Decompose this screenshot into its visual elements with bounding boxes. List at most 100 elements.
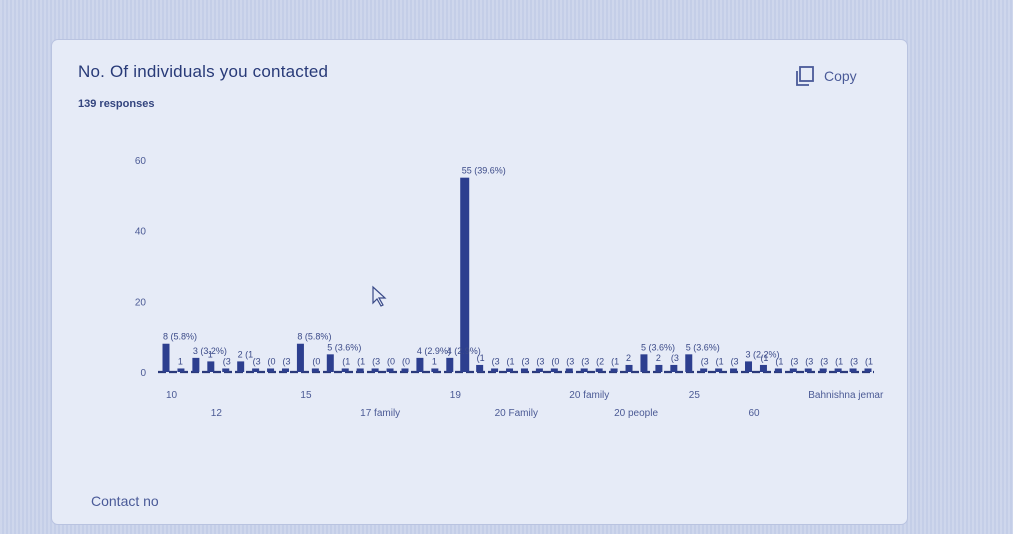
bar-value-label: 3 (2.2%) [746, 349, 780, 359]
bar-value-label: (0 [402, 356, 410, 366]
x-axis-ticks: 10 12 15 17 family 19 20 Family 20 family 20 pe… [166, 390, 884, 419]
bar-value-label: (3 [701, 356, 709, 366]
bar-value-label: (1 [342, 356, 350, 366]
bar [535, 368, 543, 372]
x-tick-label: 25 [689, 390, 701, 401]
bar [281, 368, 289, 372]
bar [416, 357, 424, 372]
bar-value-label: (3 [731, 356, 739, 366]
x-tick-label: 12 [211, 408, 223, 419]
bar-value-label: (0 [268, 356, 276, 366]
x-tick-label: 17 family [360, 408, 400, 419]
bar [341, 368, 349, 372]
bar [730, 368, 738, 372]
x-tick-label: 20 Family [495, 408, 538, 419]
bar-value-label: 2 (1 [238, 349, 254, 359]
bar [476, 364, 484, 372]
bar-value-label: (3 [492, 356, 500, 366]
bar-value-label: 1 [178, 356, 183, 366]
copy-label: Copy [824, 68, 857, 84]
bar-value-label: (0 [312, 356, 320, 366]
bar [491, 368, 499, 372]
bar-value-label: (0 [551, 356, 559, 366]
bar-value-label: (1 [716, 356, 724, 366]
bar-value-label: (3 [282, 356, 290, 366]
bar [580, 368, 588, 372]
bar-value-label: (1 [775, 356, 783, 366]
x-tick-label: Bahnishna jemar [808, 390, 884, 401]
bar-value-label: (1 [835, 356, 843, 366]
bar [460, 177, 470, 372]
bar [700, 368, 708, 372]
bar-value-label: (3 [581, 356, 589, 366]
y-tick-label: 20 [135, 297, 147, 308]
bar [326, 354, 334, 372]
bar-value-label: (3 [521, 356, 529, 366]
bar-value-label: (1 [477, 353, 485, 363]
bar-value-label: (1 [507, 356, 515, 366]
bar-value-label: (2 [596, 356, 604, 366]
bar [670, 364, 678, 372]
bar-value-label: (1 [865, 356, 873, 366]
bar-value-label: (3 [566, 356, 574, 366]
bar [655, 364, 663, 372]
bar [177, 368, 185, 372]
bar-value-label: 4 (2.9%) [447, 346, 481, 356]
bar-value-label: (3 [850, 356, 858, 366]
bar [252, 368, 260, 372]
bar [625, 364, 633, 372]
x-tick-label: 10 [166, 390, 178, 401]
bar-value-label: 5 (3.6%) [641, 342, 675, 352]
x-tick-label: 20 people [614, 408, 658, 419]
bar-value-label: 8 (5.8%) [297, 332, 331, 342]
copy-icon [796, 66, 814, 86]
bar-value-label: (1 [357, 356, 365, 366]
bar-value-label: (3 [223, 356, 231, 366]
bar [864, 368, 872, 372]
bar [296, 343, 304, 372]
bar-value-label: (3 [790, 356, 798, 366]
bar-value-label: 1 [208, 349, 213, 359]
bar-value-label: (3 [253, 356, 261, 366]
copy-chart-button[interactable]: Copy [794, 64, 857, 88]
bar [446, 357, 454, 372]
bar [520, 368, 528, 372]
bar [162, 343, 170, 372]
y-tick-label: 0 [140, 368, 146, 379]
bar [311, 368, 319, 372]
bar [356, 368, 364, 372]
bar [715, 368, 723, 372]
bar [550, 368, 558, 372]
bar [207, 361, 215, 372]
bar [267, 368, 275, 372]
bar [849, 368, 857, 372]
bar [774, 368, 782, 372]
bar-value-label: 5 (3.6%) [327, 342, 361, 352]
bar-value-label: (3 [372, 356, 380, 366]
x-tick-label: 20 family [569, 390, 609, 401]
bar [192, 357, 200, 372]
bar [640, 354, 648, 372]
bar-value-label: (3 [820, 356, 828, 366]
bar [506, 368, 514, 372]
bar [834, 368, 842, 372]
x-tick-label: 15 [300, 390, 312, 401]
bar [819, 368, 827, 372]
bar-value-label: (1 [611, 356, 619, 366]
bar-value-label: (0 [387, 356, 395, 366]
bar-value-label: (3 [671, 353, 679, 363]
bar-value-label: (1 [760, 353, 768, 363]
y-axis: 0 20 40 60 [135, 156, 147, 379]
bar [565, 368, 573, 372]
bar [401, 368, 409, 372]
x-tick-label: 19 [450, 390, 462, 401]
bar-value-label: 55 (39.6%) [462, 166, 506, 176]
bar [759, 364, 767, 372]
bar-series [162, 177, 872, 372]
bar [431, 368, 439, 372]
bar [745, 361, 753, 372]
mouse-cursor-icon [372, 285, 387, 307]
bar [789, 368, 797, 372]
bar-value-label: 2 [656, 353, 661, 363]
